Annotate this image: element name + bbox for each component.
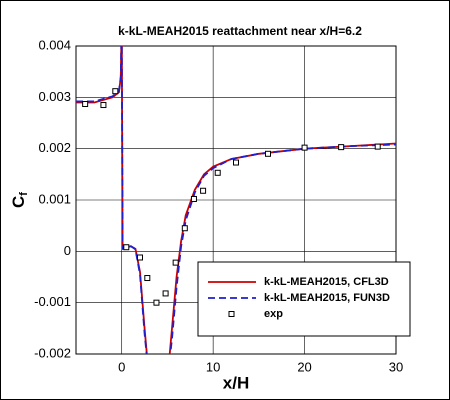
data-point xyxy=(233,159,239,166)
y-tick-label: 0.004 xyxy=(38,37,71,52)
plot-area xyxy=(76,46,396,354)
y-axis-label: Cf xyxy=(9,192,29,208)
legend-marker xyxy=(228,311,235,317)
legend-label: exp xyxy=(264,308,283,320)
y-tick-label: 0 xyxy=(64,243,71,258)
series-line xyxy=(76,46,396,354)
data-point xyxy=(144,275,151,282)
y-tick-label: 0.001 xyxy=(38,191,71,206)
y-axis-label-main: C xyxy=(9,196,28,208)
plot-frame xyxy=(75,45,397,355)
y-tick-label: 0.002 xyxy=(38,140,71,155)
data-point xyxy=(153,299,160,306)
chart-title: k-kL-MEAH2015 reattachment near x/H=6.2 xyxy=(118,24,362,38)
x-tick-label: 10 xyxy=(206,359,220,374)
x-tick-label: 0 xyxy=(118,359,125,374)
data-point xyxy=(301,144,308,151)
x-tick-label: 30 xyxy=(389,359,403,374)
legend-label: k-kL-MEAH2015, FUN3D xyxy=(264,292,390,304)
data-point xyxy=(214,169,221,176)
data-point xyxy=(200,187,207,194)
y-axis-label-sub: f xyxy=(18,192,30,196)
y-tick-label: 0.003 xyxy=(38,89,71,104)
data-point xyxy=(137,254,143,261)
x-tick-label: 20 xyxy=(297,359,311,374)
data-point xyxy=(100,102,107,109)
data-point xyxy=(374,143,381,150)
y-tick-label: -0.002 xyxy=(34,345,71,360)
y-tick-label: -0.001 xyxy=(34,294,71,309)
data-point xyxy=(112,88,119,95)
legend-box xyxy=(197,261,411,337)
data-point xyxy=(82,101,89,108)
data-point xyxy=(338,144,345,151)
data-point xyxy=(172,259,179,266)
data-point xyxy=(181,225,188,232)
data-point xyxy=(162,290,169,297)
data-point xyxy=(190,195,197,202)
data-point xyxy=(265,150,271,157)
legend-label: k-kL-MEAH2015, CFL3D xyxy=(264,276,389,288)
data-point xyxy=(123,244,130,251)
x-axis-label: x/H xyxy=(223,373,249,392)
